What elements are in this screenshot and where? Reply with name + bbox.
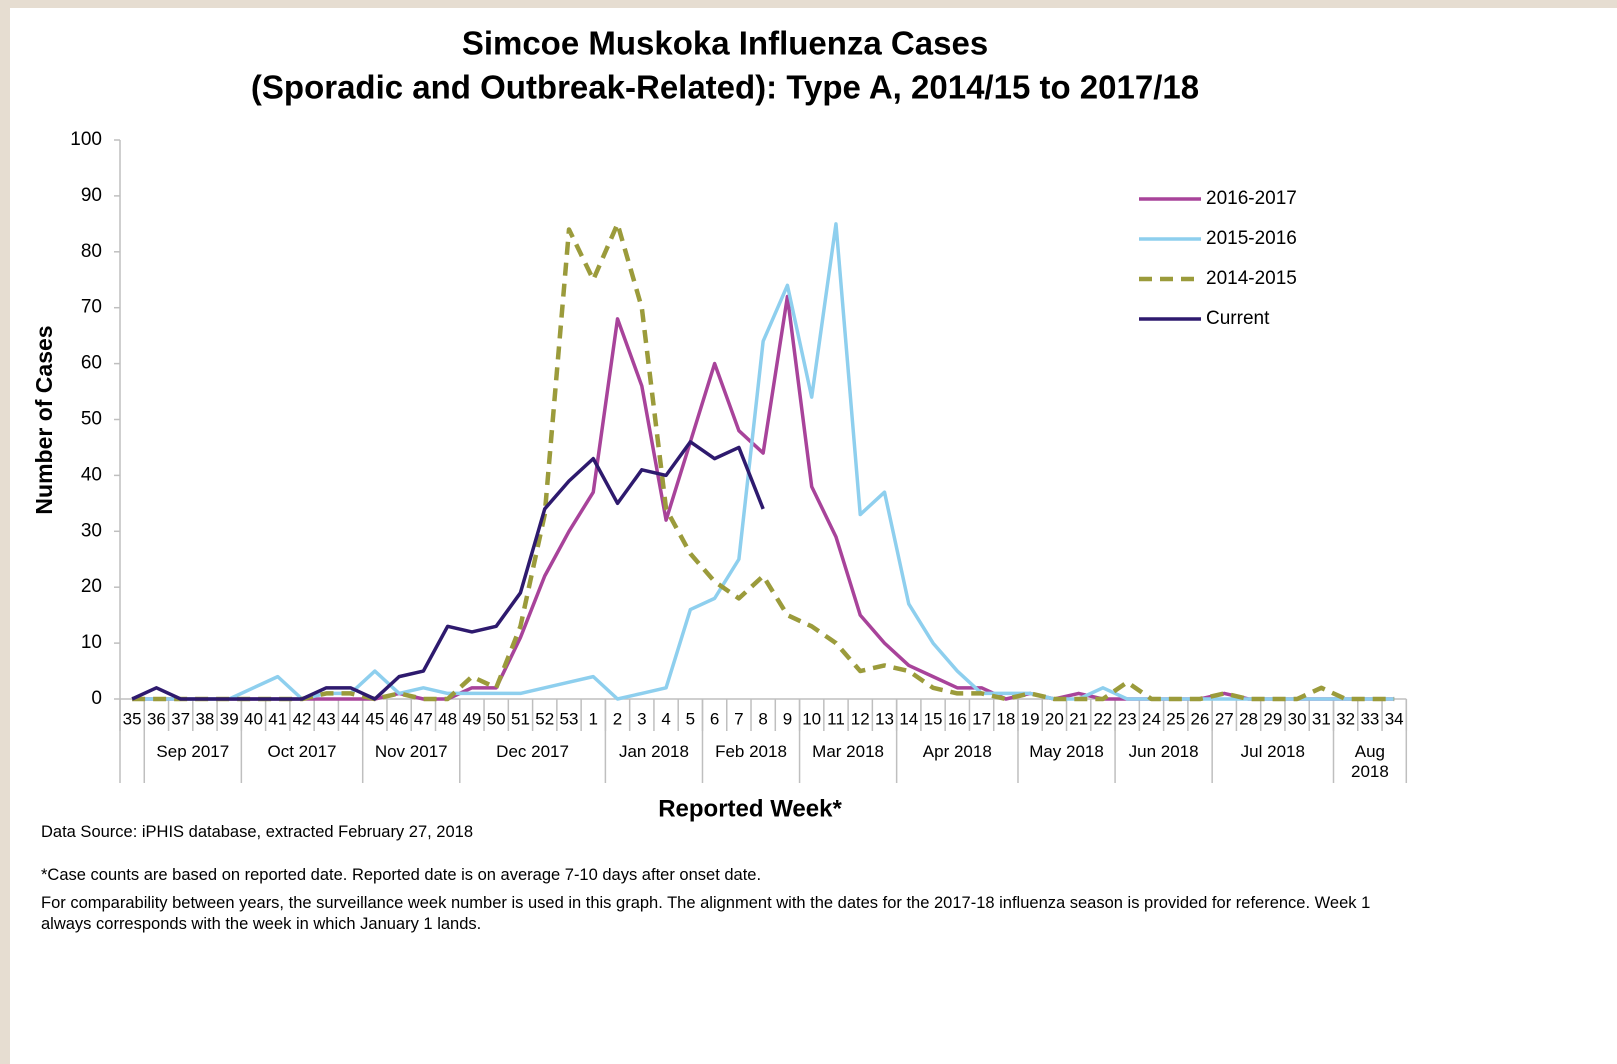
x-tick-label: 7 bbox=[734, 709, 743, 728]
x-tick-label: 48 bbox=[438, 709, 457, 728]
legend-label: 2016-2017 bbox=[1206, 188, 1297, 209]
x-tick-label: 2 bbox=[613, 709, 622, 728]
x-tick-label: 27 bbox=[1215, 709, 1234, 728]
x-tick-label: 25 bbox=[1166, 709, 1185, 728]
x-tick-label: 10 bbox=[802, 709, 821, 728]
chart-title: Simcoe Muskoka Influenza Cases bbox=[462, 25, 988, 62]
month-label: Jul 2018 bbox=[1240, 742, 1305, 761]
x-tick-label: 23 bbox=[1118, 709, 1137, 728]
x-tick-label: 30 bbox=[1288, 709, 1307, 728]
x-tick-label: 47 bbox=[414, 709, 433, 728]
legend-label: 2014-2015 bbox=[1206, 268, 1297, 289]
note: *Case counts are based on reported date.… bbox=[41, 866, 762, 884]
x-tick-label: 28 bbox=[1239, 709, 1258, 728]
x-tick-label: 9 bbox=[783, 709, 792, 728]
x-tick-label: 15 bbox=[924, 709, 943, 728]
month-label: May 2018 bbox=[1029, 742, 1104, 761]
x-tick-label: 53 bbox=[560, 709, 579, 728]
x-axis-label: Reported Week* bbox=[658, 795, 842, 822]
x-tick-label: 34 bbox=[1385, 709, 1404, 728]
month-label: Dec 2017 bbox=[496, 742, 569, 761]
x-tick-label: 49 bbox=[462, 709, 481, 728]
month-label: Apr 2018 bbox=[922, 742, 992, 761]
x-tick-label: 42 bbox=[293, 709, 312, 728]
x-tick-label: 43 bbox=[317, 709, 336, 728]
x-tick-label: 16 bbox=[948, 709, 967, 728]
x-tick-label: 14 bbox=[899, 709, 918, 728]
x-tick-label: 24 bbox=[1142, 709, 1161, 728]
x-tick-label: 50 bbox=[487, 709, 506, 728]
month-label: Mar 2018 bbox=[812, 742, 884, 761]
y-tick-label: 50 bbox=[81, 409, 102, 430]
x-tick-label: 5 bbox=[686, 709, 695, 728]
x-tick-label: 51 bbox=[511, 709, 530, 728]
x-tick-label: 46 bbox=[390, 709, 409, 728]
x-tick-label: 41 bbox=[268, 709, 287, 728]
x-tick-label: 3 bbox=[637, 709, 646, 728]
y-tick-label: 90 bbox=[81, 185, 102, 206]
x-tick-label: 22 bbox=[1093, 709, 1112, 728]
y-tick-label: 0 bbox=[91, 688, 102, 709]
x-tick-label: 32 bbox=[1336, 709, 1355, 728]
month-label: Oct 2017 bbox=[267, 742, 337, 761]
x-tick-label: 8 bbox=[758, 709, 767, 728]
y-tick-label: 60 bbox=[81, 353, 102, 374]
y-axis-label: Number of Cases bbox=[31, 325, 57, 514]
x-tick-label: 26 bbox=[1191, 709, 1210, 728]
y-tick-label: 80 bbox=[81, 241, 102, 262]
month-label: Nov 2017 bbox=[374, 742, 448, 761]
x-tick-label: 17 bbox=[972, 709, 991, 728]
y-tick-label: 10 bbox=[81, 632, 102, 653]
month-label: Sep 2017 bbox=[156, 742, 230, 761]
x-tick-label: 11 bbox=[827, 709, 845, 728]
x-tick-label: 4 bbox=[661, 709, 670, 728]
x-tick-label: 39 bbox=[220, 709, 239, 728]
month-label: Feb 2018 bbox=[715, 742, 787, 761]
x-tick-label: 33 bbox=[1360, 709, 1379, 728]
x-tick-label: 40 bbox=[244, 709, 263, 728]
series-line bbox=[131, 440, 765, 701]
panel bbox=[10, 8, 1617, 1064]
x-tick-label: 35 bbox=[123, 709, 142, 728]
x-tick-label: 52 bbox=[535, 709, 554, 728]
x-tick-label: 19 bbox=[1021, 709, 1040, 728]
x-tick-label: 31 bbox=[1312, 709, 1331, 728]
note: Data Source: iPHIS database, extracted F… bbox=[41, 823, 473, 841]
x-tick-label: 21 bbox=[1069, 709, 1088, 728]
month-label: Jan 2018 bbox=[618, 742, 689, 761]
chart-title: (Sporadic and Outbreak-Related): Type A,… bbox=[251, 69, 1199, 106]
y-tick-label: 70 bbox=[81, 297, 102, 318]
x-tick-label: 20 bbox=[1045, 709, 1064, 728]
note: For comparability between years, the sur… bbox=[41, 894, 1371, 933]
x-tick-label: 6 bbox=[710, 709, 719, 728]
y-tick-label: 100 bbox=[70, 129, 102, 150]
x-tick-label: 45 bbox=[365, 709, 384, 728]
y-tick-label: 20 bbox=[81, 576, 102, 597]
legend-label: Current bbox=[1206, 308, 1270, 329]
y-tick-label: 40 bbox=[81, 464, 102, 485]
x-tick-label: 36 bbox=[147, 709, 166, 728]
month-label: Jun 2018 bbox=[1128, 742, 1199, 761]
x-tick-label: 12 bbox=[851, 709, 870, 728]
x-tick-label: 13 bbox=[875, 709, 894, 728]
legend-label: 2015-2016 bbox=[1206, 228, 1297, 249]
x-tick-label: 37 bbox=[171, 709, 190, 728]
x-tick-label: 38 bbox=[195, 709, 214, 728]
x-tick-label: 1 bbox=[589, 709, 598, 728]
series-line bbox=[132, 221, 1395, 702]
series-line bbox=[132, 222, 1395, 701]
x-tick-label: 18 bbox=[996, 709, 1015, 728]
x-tick-label: 29 bbox=[1263, 709, 1282, 728]
month-label: Aug 2018 bbox=[1350, 742, 1389, 781]
x-tick-label: 44 bbox=[341, 709, 360, 728]
y-tick-label: 30 bbox=[81, 520, 102, 541]
